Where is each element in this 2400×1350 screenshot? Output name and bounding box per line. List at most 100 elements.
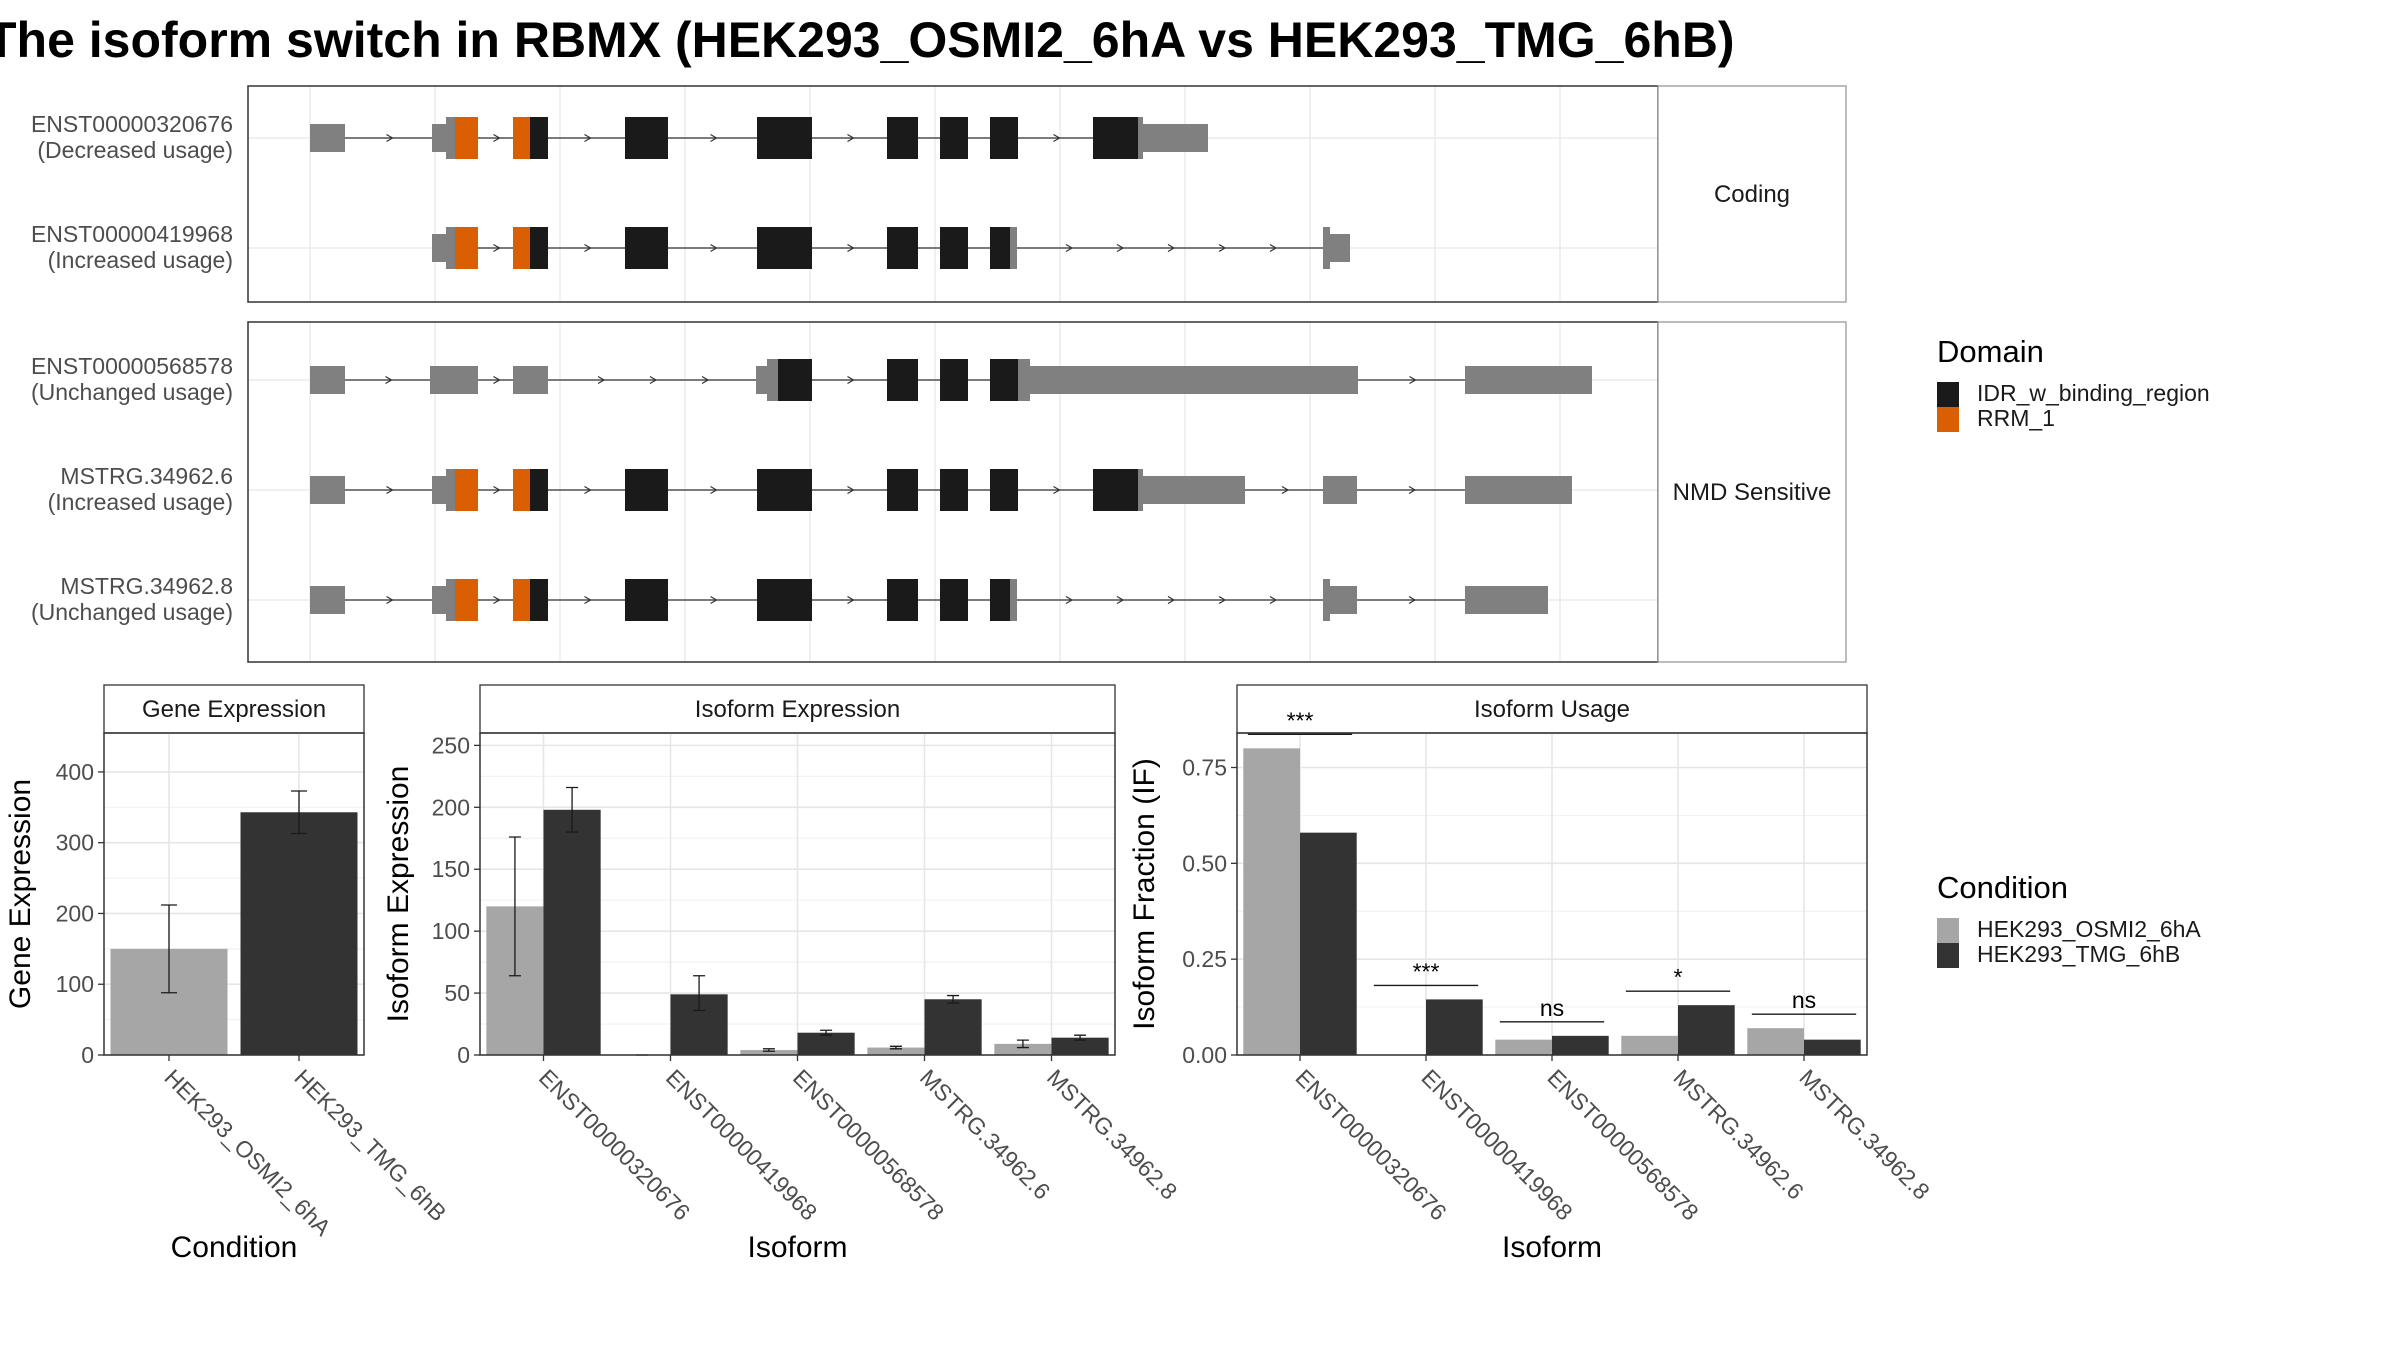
y-tick-label: 0	[81, 1042, 94, 1068]
error-bar	[820, 1029, 833, 1036]
y-tick-label: 0.75	[1182, 755, 1227, 781]
idr-domain	[530, 469, 548, 511]
idr-domain	[990, 227, 1010, 269]
exon-utr	[1323, 227, 1330, 269]
intron-arrow	[710, 133, 718, 143]
facet-strip	[479, 684, 1116, 734]
idr-domain	[625, 227, 668, 269]
transcript-structure-plot: ENST00000320676(Decreased usage) ENST0000…	[31, 85, 1847, 663]
exon-utr	[310, 124, 345, 152]
y-axis-label: Isoform Expression	[382, 766, 415, 1023]
intron-arrow	[584, 595, 592, 605]
exon-utr	[432, 476, 446, 504]
error-bar	[161, 904, 177, 994]
exon-utr	[1010, 579, 1017, 621]
bar-HEK293_TMG_6hB	[1552, 1035, 1609, 1055]
x-axis-label: Condition	[171, 1231, 298, 1264]
idr-domain	[530, 117, 548, 159]
y-tick-label: 100	[56, 971, 94, 997]
intron-arrow	[847, 485, 855, 495]
intron-arrow	[1167, 243, 1176, 253]
exon-utr	[310, 366, 345, 394]
structure-panel-1: ENST00000320676(Decreased usage)ENST0000…	[31, 85, 1847, 303]
exon-utr	[1465, 366, 1592, 394]
idr-domain	[778, 359, 812, 401]
idr-domain	[625, 579, 668, 621]
error-bar	[762, 1048, 775, 1052]
intron-arrow	[1218, 595, 1227, 605]
y-tick-label: 200	[56, 900, 94, 926]
legend-key	[1937, 943, 1959, 968]
intron-arrow	[847, 375, 855, 385]
intron-arrow	[1065, 243, 1074, 253]
exon-utr	[432, 586, 446, 614]
exon-utr	[756, 366, 767, 394]
intron-arrow	[1408, 595, 1417, 605]
idr-domain	[887, 359, 918, 401]
rrm-domain	[455, 117, 478, 159]
y-tick-label: 0.00	[1182, 1042, 1227, 1068]
bar-HEK293_TMG_6hB	[1426, 999, 1483, 1055]
y-tick-label: 0.50	[1182, 850, 1227, 876]
transcript-ENST00000568578: ENST00000568578(Unchanged usage)	[31, 353, 1592, 405]
legend-label: HEK293_TMG_6hB	[1977, 941, 2180, 967]
transcript-usage-label: (Increased usage)	[48, 489, 233, 515]
exon-utr	[1323, 579, 1330, 621]
idr-domain	[887, 579, 918, 621]
significance-label: ns	[1540, 995, 1564, 1021]
x-tick-label: MSTRG.34962.8	[1042, 1064, 1182, 1204]
rrm-domain	[513, 227, 530, 269]
legend-title: Condition	[1937, 870, 2068, 905]
y-tick-label: 150	[432, 856, 470, 882]
transcript-id-label: ENST00000568578	[31, 353, 233, 379]
legend-label: IDR_w_binding_region	[1977, 380, 2210, 406]
transcript-ENST00000320676: ENST00000320676(Decreased usage)	[31, 111, 1208, 163]
exon-utr	[1138, 117, 1143, 159]
idr-domain	[530, 227, 548, 269]
bar-HEK293_OSMI2_6hA	[1747, 1028, 1804, 1055]
intron-arrow	[493, 375, 501, 385]
chart-title: Gene Expression	[142, 696, 326, 723]
idr-domain	[757, 579, 812, 621]
transcript-usage-label: (Unchanged usage)	[31, 379, 233, 405]
intron-arrow	[847, 243, 855, 253]
rrm-domain	[455, 227, 478, 269]
intron-arrow	[710, 595, 718, 605]
exon-utr	[1138, 469, 1143, 511]
exon-utr	[513, 366, 548, 394]
transcript-id-label: MSTRG.34962.8	[60, 573, 233, 599]
exon-utr	[1465, 586, 1548, 614]
intron-arrow	[386, 595, 394, 605]
bar-HEK293_OSMI2_6hA	[1495, 1039, 1552, 1055]
idr-domain	[1093, 469, 1138, 511]
facet-strip	[1657, 321, 1847, 663]
bar-HEK293_TMG_6hB	[240, 812, 358, 1055]
y-axis-label: Isoform Fraction (IF)	[1128, 758, 1161, 1030]
intron-arrow	[1116, 595, 1125, 605]
intron-arrow	[1116, 243, 1125, 253]
error-bar	[1074, 1034, 1087, 1041]
transcript-usage-label: (Decreased usage)	[37, 137, 233, 163]
y-axis-label: Gene Expression	[4, 779, 37, 1009]
idr-domain	[625, 469, 668, 511]
x-tick-label: MSTRG.34962.6	[915, 1064, 1055, 1204]
exon-utr	[1323, 476, 1357, 504]
bar-HEK293_OSMI2_6hA	[1621, 1035, 1678, 1055]
bar-HEK293_TMG_6hB	[1678, 1005, 1735, 1055]
bar-HEK293_OSMI2_6hA	[740, 1050, 798, 1055]
bar-HEK293_OSMI2_6hA	[994, 1043, 1052, 1055]
idr-domain	[940, 117, 968, 159]
idr-domain	[530, 579, 548, 621]
intron-arrow	[493, 243, 501, 253]
bar-HEK293_TMG_6hB	[924, 999, 982, 1055]
bar-HEK293_TMG_6hB	[543, 809, 601, 1055]
facet-strip	[1236, 684, 1868, 734]
intron-arrow	[1281, 485, 1290, 495]
exon-utr	[1018, 359, 1030, 401]
exon-utr	[432, 234, 446, 262]
idr-domain	[887, 227, 918, 269]
idr-domain	[990, 469, 1018, 511]
